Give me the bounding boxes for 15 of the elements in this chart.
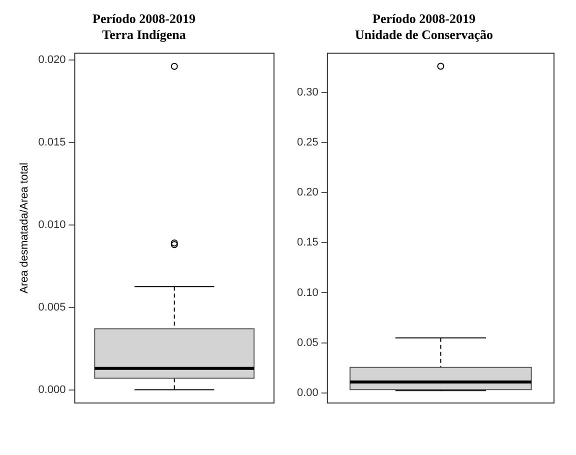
y-tick-label: 0.25 xyxy=(296,136,318,148)
y-tick-label: 0.000 xyxy=(38,384,66,396)
y-tick-label: 0.15 xyxy=(296,236,318,249)
y-tick-label: 0.30 xyxy=(296,86,318,98)
y-tick-label: 0.020 xyxy=(38,54,66,66)
y-tick-label: 0.05 xyxy=(296,336,318,349)
y-tick-label: 0.005 xyxy=(38,301,66,314)
chart-title: Período 2008-2019 Terra Indígena xyxy=(92,11,196,42)
chart-title: Período 2008-2019 Unidade de Conservação xyxy=(355,11,493,42)
y-tick-label: 0.10 xyxy=(296,286,318,299)
y-tick-label: 0.00 xyxy=(296,387,318,400)
y-axis-title: Area desmatada/Area total xyxy=(18,162,31,294)
y-tick-label: 0.010 xyxy=(38,218,66,231)
y-tick-label: 0.20 xyxy=(296,186,318,199)
y-tick-label: 0.015 xyxy=(38,136,66,148)
